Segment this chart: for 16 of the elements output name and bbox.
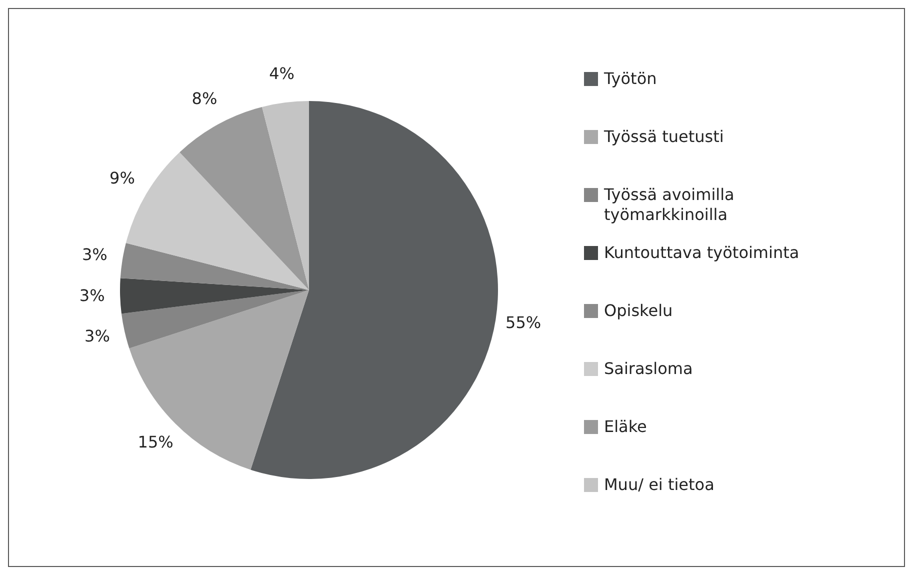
data-label: 3% xyxy=(84,326,110,346)
data-label: 4% xyxy=(269,64,294,83)
legend-label: Opiskelu xyxy=(604,301,674,321)
legend-label: Muu/ ei tietoa xyxy=(604,475,716,495)
data-label: 3% xyxy=(79,286,105,305)
legend-label: Eläke xyxy=(604,417,648,437)
legend-label: Kuntouttava työtoiminta xyxy=(604,243,800,263)
data-label: 15% xyxy=(138,432,174,452)
legend-label: Työssä tuetusti xyxy=(604,127,725,147)
data-label: 3% xyxy=(82,245,108,264)
data-label: 8% xyxy=(192,89,218,108)
data-label: 9% xyxy=(110,168,135,188)
legend-label: Sairasloma xyxy=(604,359,694,379)
data-label: 55% xyxy=(506,313,542,332)
legend-label: Työtön xyxy=(604,69,658,89)
legend-label: Työssä avoimilla työmarkkinoilla xyxy=(604,185,736,225)
